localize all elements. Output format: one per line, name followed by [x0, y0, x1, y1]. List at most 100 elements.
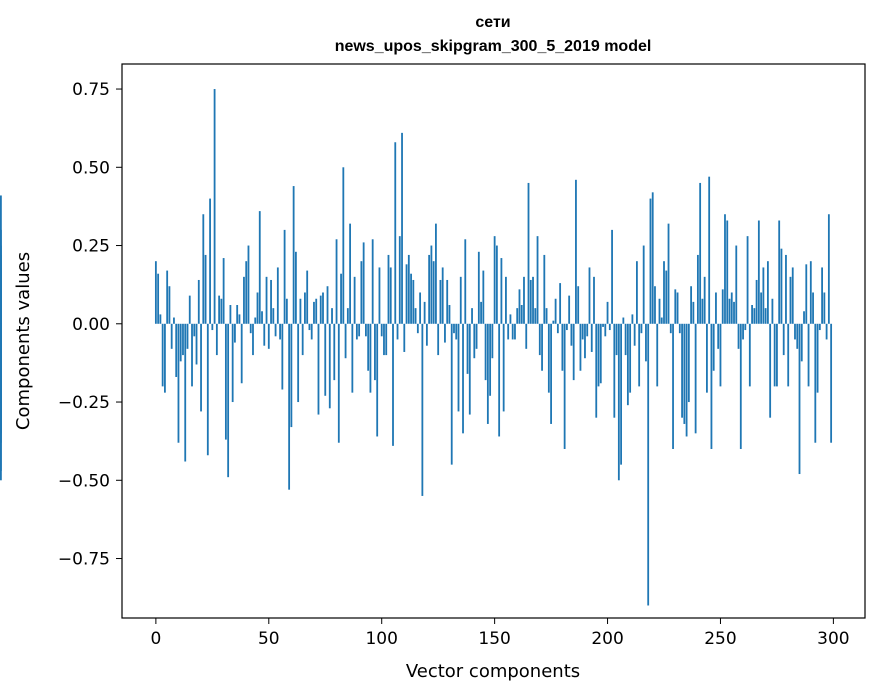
- bar-41: [247, 245, 250, 324]
- bar-53: [274, 323, 277, 337]
- bar-254: [728, 298, 731, 324]
- bar-257: [735, 245, 738, 324]
- bar-198: [602, 323, 604, 327]
- bar-19: [197, 279, 200, 324]
- bar-23: [206, 323, 209, 456]
- bar-169: [536, 236, 539, 324]
- bar-234: [683, 323, 686, 424]
- bar-63: [297, 323, 300, 403]
- bar-38: [240, 323, 243, 384]
- bar-166: [529, 279, 532, 324]
- bar-225: [663, 261, 665, 324]
- bar-148: [489, 323, 492, 396]
- bar-151: [495, 245, 498, 324]
- bar-142: [475, 323, 478, 349]
- bar-164: [525, 323, 528, 349]
- bar-288: [805, 264, 808, 324]
- bar-233: [681, 323, 683, 418]
- bar-217: [645, 323, 647, 362]
- bar-125: [437, 323, 440, 356]
- bar-25: [211, 323, 214, 331]
- bar-160: [516, 308, 519, 324]
- bar-266: [755, 279, 758, 324]
- bar-73: [319, 295, 322, 324]
- bar-121: [428, 254, 431, 324]
- bar-118: [421, 323, 424, 496]
- bar-190: [584, 323, 586, 359]
- bar-7: [170, 323, 173, 349]
- bar-215: [640, 323, 643, 334]
- bar-230: [674, 289, 677, 324]
- bar-176: [552, 320, 555, 324]
- bar-272: [769, 323, 772, 418]
- bar-246: [710, 323, 713, 449]
- bar-218: [647, 323, 650, 606]
- bar-undefined: [0, 323, 2, 403]
- bar-208: [624, 323, 627, 356]
- bar-175: [550, 323, 552, 424]
- bar-165: [527, 182, 530, 324]
- bar-292: [814, 323, 817, 443]
- bar-273: [771, 298, 774, 324]
- y-axis-ticks: −0.75 −0.50 −0.25 0.00 0.25 0.50 0.75: [58, 80, 122, 570]
- bar-181: [563, 323, 566, 449]
- bar-57: [283, 229, 286, 324]
- bar-252: [724, 214, 726, 324]
- bar-279: [785, 254, 787, 324]
- bar-244: [706, 323, 708, 393]
- bar-168: [534, 308, 537, 324]
- bar-141: [473, 323, 476, 359]
- bar-101: [383, 323, 385, 356]
- chart-title: сети: [475, 14, 510, 31]
- bar-139: [468, 323, 471, 415]
- bar-184: [570, 323, 573, 346]
- bar-5: [166, 270, 169, 324]
- bar-61: [292, 186, 295, 324]
- bar-84: [344, 323, 347, 359]
- bar-0: [154, 261, 157, 324]
- bar-283: [794, 323, 796, 340]
- bar-274: [773, 323, 776, 387]
- bar-96: [371, 239, 374, 324]
- bar-20: [200, 323, 202, 412]
- bar-68: [308, 323, 311, 331]
- bar-30: [222, 258, 225, 324]
- x-tick-label: 200: [591, 629, 623, 649]
- bar-60: [290, 323, 293, 428]
- bar-243: [703, 276, 706, 324]
- bar-216: [642, 245, 645, 324]
- bar-82: [340, 273, 342, 324]
- bar-255: [730, 292, 733, 324]
- bar-64: [299, 298, 302, 324]
- bar-205: [617, 323, 620, 481]
- bar-128: [444, 323, 446, 343]
- bar-265: [753, 308, 756, 324]
- bar-47: [261, 311, 263, 324]
- bar-78: [331, 308, 333, 324]
- bar-104: [389, 267, 392, 324]
- bar-173: [545, 308, 548, 324]
- bar-192: [588, 267, 591, 324]
- bar-171: [541, 323, 543, 371]
- bar-259: [739, 323, 742, 449]
- bar-172: [543, 254, 546, 324]
- bar-13: [184, 323, 187, 462]
- bar-122: [430, 245, 433, 324]
- bar-11: [179, 323, 182, 362]
- bar-130: [448, 305, 451, 324]
- bar-48: [263, 323, 266, 346]
- bar-204: [615, 323, 618, 356]
- bar-195: [595, 323, 598, 418]
- bar-153: [500, 258, 503, 324]
- bar-102: [385, 323, 388, 356]
- bar-134: [457, 323, 460, 412]
- bar-298: [827, 214, 830, 324]
- x-axis-label: Vector components: [406, 661, 580, 682]
- bar-79: [333, 323, 336, 381]
- bar-191: [586, 323, 589, 337]
- bar-14: [186, 323, 189, 349]
- bar-282: [791, 267, 794, 324]
- bar-10: [177, 323, 180, 443]
- bar-275: [776, 323, 778, 387]
- bar-194: [593, 276, 595, 324]
